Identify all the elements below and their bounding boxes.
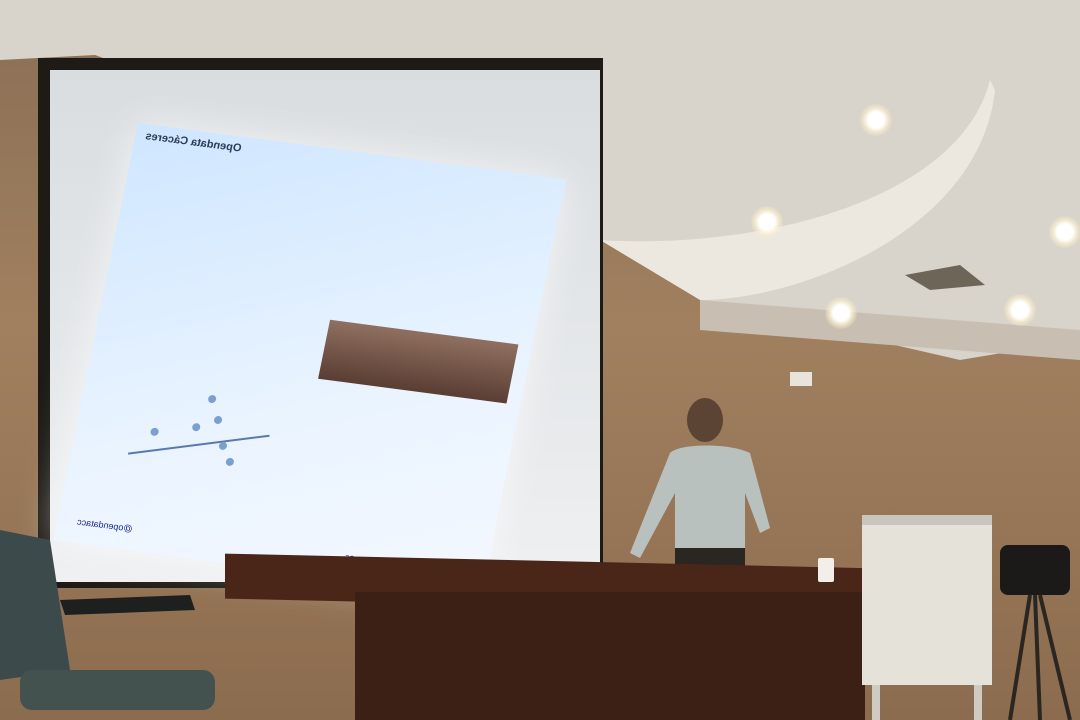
slide-banner-image [318,319,519,404]
ceiling-light-icon [860,104,892,136]
ceiling-light-icon [1004,294,1036,326]
cup [818,558,834,582]
presenter [630,398,770,578]
ceiling-light-icon [825,297,857,329]
ceiling-light-icon [751,206,783,238]
flipchart [862,515,992,720]
desk-front [355,592,865,720]
exit-sign [790,372,812,386]
projected-slide: Opendata Cáceres http://opendata.caceres… [53,123,567,597]
slide-title: Opendata Cáceres [144,130,243,155]
chair [0,530,215,710]
ceiling-light-icon [1049,216,1080,248]
camera-tripod [1000,545,1072,720]
slide-map [74,351,314,536]
